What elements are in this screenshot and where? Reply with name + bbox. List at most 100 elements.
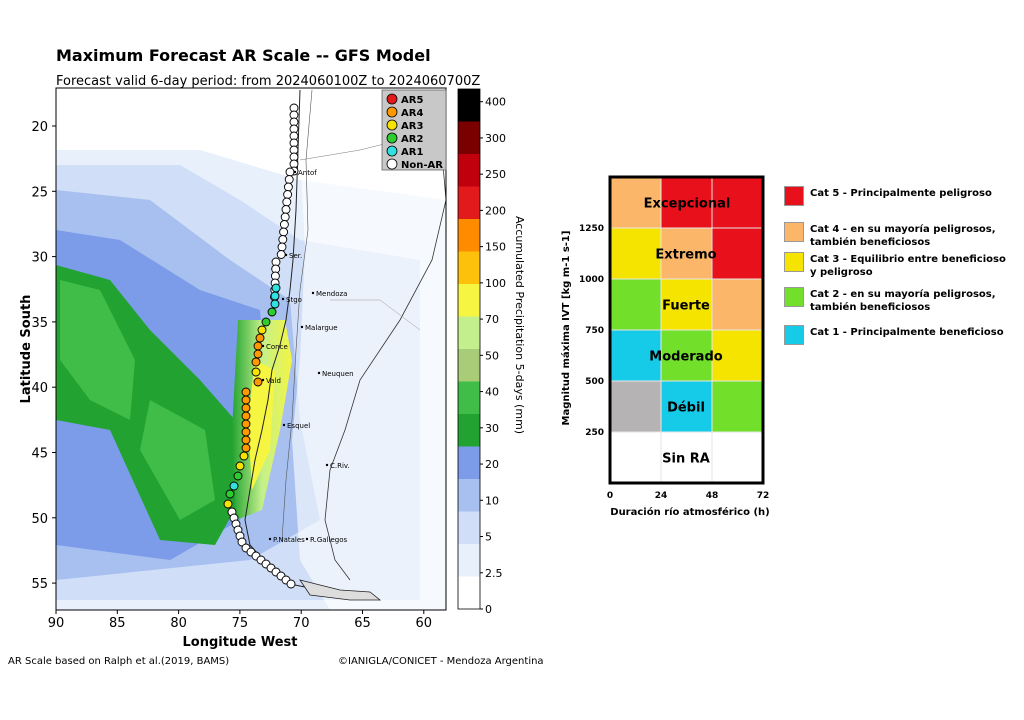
city-label: Conce [266,343,288,351]
track-point [280,212,290,222]
city-marker [325,463,329,467]
matrix-cell [609,227,662,280]
ar-category-legend: AR5 AR4 AR3 AR2 AR1 Non-AR [381,89,447,171]
y-tick-label: 30 [31,251,48,266]
colorbar-segment [458,576,480,609]
city-label: Antof [298,169,317,177]
matrix-cell [660,431,713,484]
precip-coastal-yellow [248,360,275,490]
colorbar-tick-label: 30 [485,422,499,435]
ar-legend-label: AR5 [401,95,423,106]
track-point [253,349,263,359]
matrix-x-tick-label: 24 [655,491,668,501]
matrix-cell [660,380,713,433]
colorbar-tick-label: 2.5 [485,567,503,580]
precipitation-colorbar: 0 2.5 5 10 20 30 40 50 70 100 150 200 250 300 400 Accum… [457,88,526,616]
track-point [253,377,263,387]
city-label: Mendoza [316,290,347,298]
track-point [282,197,292,207]
y-tick-label: 40 [31,381,48,396]
matrix-x-tick-label: 72 [757,491,770,501]
ar-legend-label: Non-AR [401,160,443,171]
track-point [241,435,251,445]
matrix-cell [660,278,713,331]
matrix-cell [711,431,764,484]
matrix-cell [711,329,764,382]
track-point [239,451,249,461]
legend-text: Cat 5 - Principalmente peligroso [810,188,992,199]
land-interior [292,88,446,610]
matrix-cell [711,176,764,229]
matrix-category-label: Excepcional [644,197,731,212]
track-point [241,387,251,397]
colorbar-segment [458,316,480,349]
city-marker [261,378,265,382]
track-point [237,537,247,547]
track-point [229,481,239,491]
x-tick-label: 90 [48,616,65,631]
track-point [267,307,277,317]
track-point [225,489,235,499]
track-point [253,341,263,351]
track-point [277,242,287,252]
colorbar-tick-label: 150 [485,241,506,254]
track-point [281,205,291,214]
ar-scale-credit: AR Scale based on Ralph et al.(2019, BAM… [8,656,230,667]
ar-legend-marker [386,158,398,170]
x-tick-label: 75 [232,616,249,631]
city-marker [293,170,297,174]
matrix-category-label: Sin RA [662,452,710,467]
colorbar-segment [458,284,480,317]
map-x-axis-label: Longitude West [183,635,298,650]
precipitation-field [56,88,446,610]
colorbar-segment [458,544,480,577]
y-tick-label: 55 [31,577,48,592]
track-point [251,367,261,377]
city-label: Ser. [289,252,302,260]
city-label: Malargue [305,324,338,332]
city-labels: Antof Ser. Stgo Mendoza Malargue Conce Neuquen… [261,169,354,544]
colorbar-tick-label: 10 [485,494,499,507]
matrix-y-tick-label: 500 [585,377,604,387]
forecast-period-subtitle: Forecast valid 6-day period: from 202406… [56,74,481,89]
page-title: Maximum Forecast AR Scale -- GFS Model [56,46,431,65]
map-frame [55,87,447,611]
matrix-y-axis-label: Magnitud máxima IVT [kg m-1 s-1] [560,231,572,426]
ar-scale-matrix: Excepcional Extremo Fuerte Moderado Débil Sin… [560,175,770,518]
colorbar-segment [458,154,480,187]
matrix-category-label: Fuerte [662,299,710,314]
colorbar-tick-label: 50 [485,349,499,362]
track-point [278,235,288,244]
matrix-cell [609,431,662,484]
track-point [251,357,261,367]
matrix-category-label: Extremo [655,248,716,263]
colorbar-tick-label: 400 [485,96,506,109]
track-point [283,190,293,199]
matrix-cell [711,380,764,433]
matrix-cell [711,227,764,280]
colorbar-segment [458,186,480,219]
province-border [330,299,421,331]
map-axes: 90 85 80 75 70 65 60 20 25 30 35 40 45 50 55 Longitude … [19,87,447,650]
matrix-category-label: Moderado [649,350,722,365]
legend-text: Cat 3 - Equilibrio entre beneficioso y p… [810,254,1006,278]
city-label: R.Gallegos [310,536,347,544]
city-marker [282,423,286,427]
colorbar-segment [458,479,480,512]
matrix-y-tick-label: 1250 [579,224,604,234]
city-marker [317,371,321,375]
city-label: Esquel [287,422,310,430]
matrix-x-tick-label: 48 [706,491,719,501]
track-point [241,419,251,429]
matrix-x-axis-label: Duración río atmosférico (h) [610,506,769,518]
track-point [283,182,293,192]
track-point [241,395,251,405]
track-point [241,443,251,453]
colorbar-tick-label: 20 [485,458,499,471]
matrix-cell [609,380,662,433]
legend-swatch [784,287,804,307]
track-point [284,175,294,184]
y-tick-label: 45 [31,447,48,462]
x-tick-label: 65 [354,616,371,631]
city-marker [311,291,315,295]
